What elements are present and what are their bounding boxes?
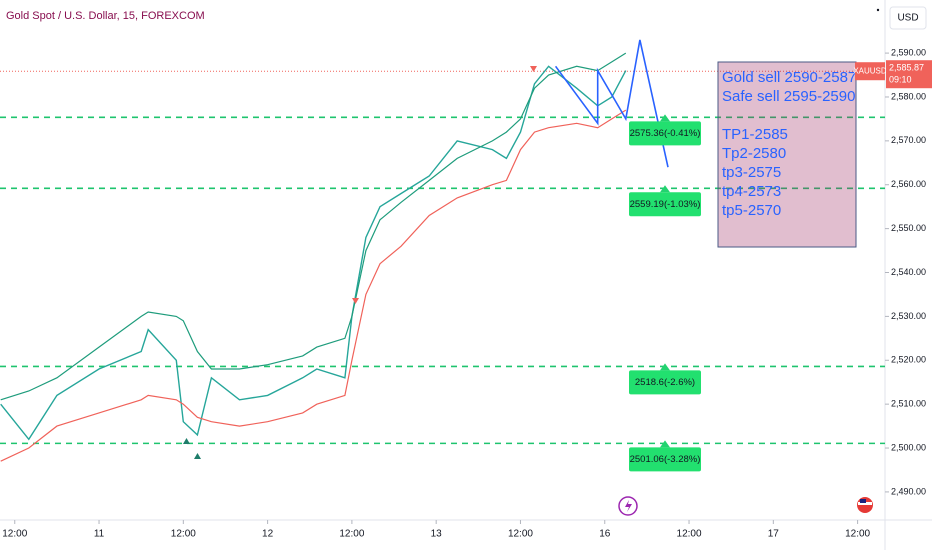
y-tick-label: 2,560.00 (891, 179, 926, 189)
x-tick-label: 12:00 (2, 529, 27, 540)
countdown: 09:10 (889, 75, 912, 85)
symbol-box (855, 62, 885, 81)
note-line: Safe sell 2595-2590 (722, 88, 855, 105)
note-line: tp5-2570 (722, 202, 781, 219)
chart-title: Gold Spot / U.S. Dollar, 15, FOREXCOM (6, 10, 205, 22)
sell-signal (352, 298, 359, 304)
y-tick-label: 2,500.00 (891, 442, 926, 452)
series-line (0, 65, 627, 441)
level-label: 2518.6(-2.6%) (635, 377, 695, 388)
y-tick-label: 2,540.00 (891, 267, 926, 277)
flag-canton (860, 499, 866, 503)
level-label: 2559.19(-1.03%) (630, 199, 701, 210)
x-tick-label: 12:00 (677, 529, 702, 540)
sell-signal (530, 66, 537, 72)
note-line: tp4-2573 (722, 183, 781, 200)
x-tick-label: 12:00 (171, 529, 196, 540)
flag-stripe (858, 502, 872, 505)
x-tick-label: 12 (262, 529, 274, 540)
currency-button[interactable] (889, 6, 927, 30)
note-line: tp3-2575 (722, 164, 781, 181)
lightning (625, 500, 632, 512)
series-line (0, 109, 627, 462)
level-marker (660, 363, 670, 371)
note-line: Tp2-2580 (722, 145, 786, 162)
y-tick-label: 2,590.00 (891, 47, 926, 57)
projection (554, 39, 669, 168)
x-tick-label: 12:00 (845, 529, 870, 540)
level-label: 2575.36(-0.41%) (630, 128, 701, 139)
y-tick-label: 2,490.00 (891, 486, 926, 496)
y-tick-label: 2,510.00 (891, 399, 926, 409)
note-line: TP1-2585 (722, 126, 788, 143)
y-tick-label: 2,520.00 (891, 355, 926, 365)
buy-signal (194, 453, 201, 459)
level-marker (660, 114, 670, 122)
last-price-box (886, 60, 932, 89)
level-marker (660, 440, 670, 448)
level-label: 2501.06(-3.28%) (630, 454, 701, 465)
series-line (0, 52, 627, 401)
symbol: XAUUSD (853, 66, 887, 75)
y-tick-label: 2,580.00 (891, 91, 926, 101)
level-label-box (629, 192, 701, 217)
currency[interactable]: USD (897, 13, 918, 24)
x-tick-label: 12:00 (339, 529, 364, 540)
level-label-box (629, 121, 701, 146)
plot (0, 39, 885, 462)
x-tick-label: 17 (768, 529, 780, 540)
note-box (717, 61, 857, 248)
menu-dot[interactable] (876, 8, 880, 12)
level-label-box (629, 370, 701, 395)
x-tick-label: 11 (94, 529, 105, 540)
buy-signal (183, 438, 190, 444)
y-tick-label: 2,550.00 (891, 223, 926, 233)
last-price-label: 2,585.87 (889, 63, 924, 73)
y-tick-label: 2,570.00 (891, 135, 926, 145)
x-tick-label: 13 (431, 529, 443, 540)
x-tick-label: 12:00 (508, 529, 533, 540)
note-line: Gold sell 2590-2587 (722, 69, 856, 86)
x-tick-label: 16 (599, 529, 611, 540)
y-tick-label: 2,530.00 (891, 311, 926, 321)
level-label-box (629, 447, 701, 472)
level-marker (660, 185, 670, 193)
